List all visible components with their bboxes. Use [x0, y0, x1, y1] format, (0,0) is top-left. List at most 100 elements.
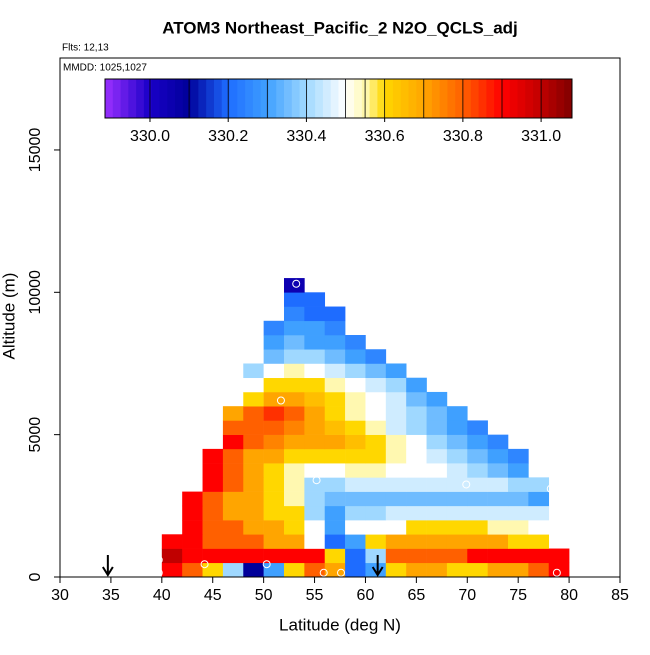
cell [345, 406, 366, 421]
cell [222, 520, 244, 535]
cell [385, 420, 407, 435]
cell [284, 306, 305, 322]
colorbar-swatch [136, 79, 145, 118]
cell [284, 406, 305, 421]
cell [467, 448, 488, 464]
cell [508, 463, 529, 478]
sample-point [312, 476, 321, 485]
cell [202, 520, 224, 535]
sample-point [276, 396, 285, 405]
cell [406, 477, 427, 492]
cell [345, 562, 366, 578]
colorbar-swatch [245, 79, 254, 118]
y-axis-label: Altitude (m) [0, 273, 18, 360]
cell [304, 406, 326, 421]
colorbar-swatch [361, 79, 371, 118]
cell [161, 534, 183, 549]
cell [345, 491, 366, 507]
cell [406, 377, 427, 393]
cell [284, 463, 305, 478]
cell [365, 406, 387, 421]
cell [426, 463, 448, 478]
cell [365, 448, 387, 464]
x-tick-label: 35 [102, 587, 120, 604]
cell [467, 548, 488, 564]
cell [385, 391, 407, 407]
x-tick-label: 85 [611, 587, 629, 604]
cell [243, 491, 264, 507]
cell [365, 349, 387, 364]
cell [243, 434, 264, 450]
cell [426, 548, 448, 564]
cell [446, 491, 468, 507]
cell [467, 505, 488, 521]
sample-point [154, 555, 163, 564]
cell [304, 491, 326, 507]
cell [222, 562, 244, 578]
colorbar-swatch [167, 79, 176, 118]
cell [467, 562, 488, 578]
cell [263, 320, 285, 336]
cell [324, 491, 346, 507]
colorbar-swatch [494, 79, 503, 118]
cell [446, 562, 468, 578]
sample-point [200, 560, 209, 569]
colorbar-swatch [206, 79, 215, 118]
cell [304, 306, 326, 322]
cell [263, 406, 285, 421]
colorbar-frame [104, 78, 573, 119]
cell [243, 520, 264, 535]
cell [161, 562, 183, 578]
cell [243, 420, 264, 435]
cell [222, 534, 244, 549]
cell [385, 406, 407, 421]
cell [284, 391, 305, 407]
cell [202, 505, 224, 521]
colorbar-swatch [330, 79, 339, 118]
cell [345, 335, 366, 350]
cell [324, 377, 346, 393]
colorbar-swatch [315, 79, 324, 118]
cell [304, 448, 326, 464]
colorbar-swatch [369, 79, 378, 118]
colorbar-tick-label: 330.8 [443, 128, 483, 145]
cell [406, 505, 427, 521]
cell [202, 562, 224, 578]
cell [304, 505, 326, 521]
cell [243, 377, 264, 393]
cell [467, 534, 488, 549]
cell [345, 534, 366, 549]
cell [426, 534, 448, 549]
cell [365, 391, 387, 407]
cell [406, 491, 427, 507]
cell [345, 391, 366, 407]
cell [508, 448, 529, 464]
colorbar-swatch [198, 79, 207, 118]
cell [446, 534, 468, 549]
sample-point [462, 480, 471, 489]
cell [365, 548, 387, 564]
cell [284, 448, 305, 464]
cell [263, 420, 285, 435]
colorbar-swatch [307, 79, 316, 118]
colorbar-swatch [463, 79, 472, 118]
cell [548, 548, 570, 564]
cell [243, 534, 264, 549]
colorbar-swatch [229, 79, 238, 118]
cell [487, 434, 509, 450]
cell [243, 548, 264, 564]
cell [426, 562, 448, 578]
cell [182, 548, 203, 564]
colorbar-swatch [112, 79, 122, 118]
colorbar-swatch [190, 79, 199, 118]
sample-point [292, 279, 301, 288]
cell [222, 491, 244, 507]
arrow [371, 555, 384, 577]
cell [385, 377, 407, 393]
cell [304, 335, 326, 350]
colorbar-swatch [260, 79, 269, 118]
cell [324, 534, 346, 549]
cell [467, 491, 488, 507]
flights-note: Flts: 12,13 [62, 43, 109, 54]
